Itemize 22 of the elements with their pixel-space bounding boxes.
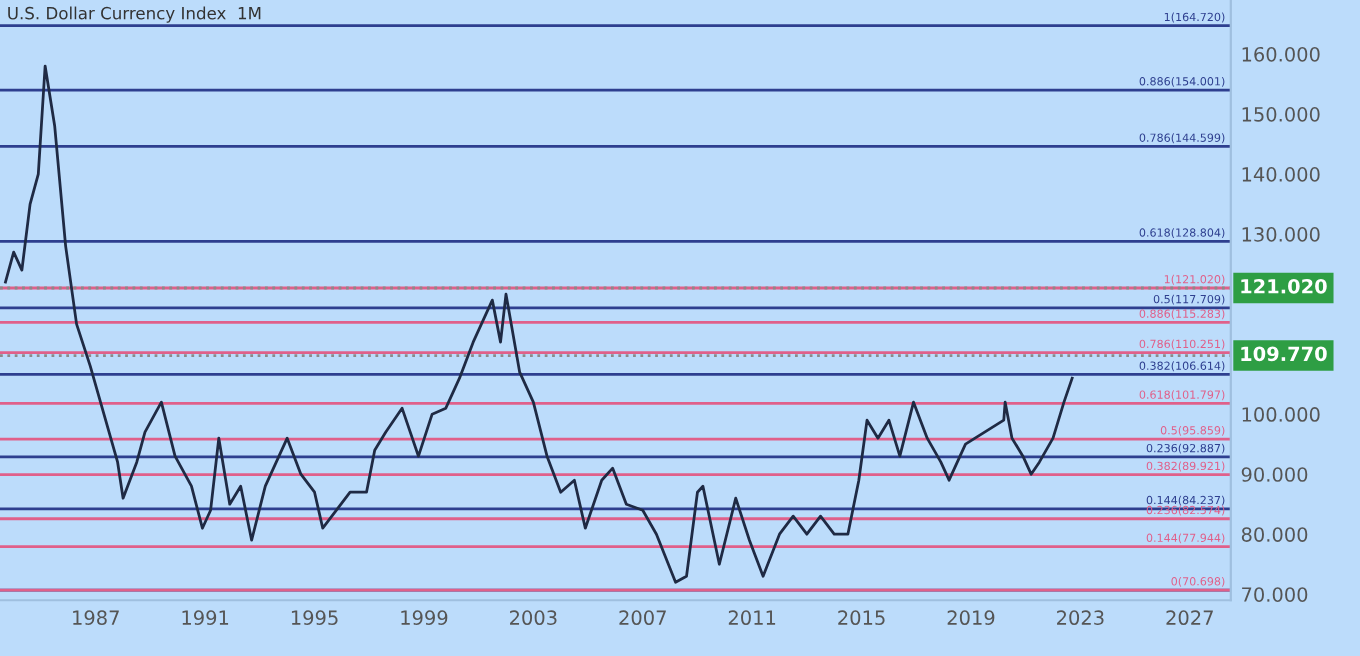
x-tick-label: 2023 bbox=[1057, 610, 1104, 626]
x-tick-label: 1987 bbox=[73, 610, 119, 626]
x-tick-label: 2003 bbox=[510, 610, 557, 626]
y-tick-label: 140.000 bbox=[1242, 167, 1320, 182]
chart-title: U.S. Dollar Currency Index 1M bbox=[8, 6, 261, 23]
y-tick-label: 150.000 bbox=[1242, 107, 1320, 122]
ref-line-label: 109.770 bbox=[1241, 346, 1327, 362]
x-tick-label: 1999 bbox=[401, 610, 448, 626]
y-tick-label: 90.000 bbox=[1241, 467, 1308, 482]
ref-line-label: 121.020 bbox=[1241, 278, 1327, 294]
x-tick-label: 2019 bbox=[947, 610, 995, 626]
x-tick-label: 2015 bbox=[838, 610, 885, 626]
y-tick-label: 80.000 bbox=[1241, 527, 1308, 542]
x-tick-label: 1995 bbox=[291, 610, 338, 626]
y-tick-label: 100.000 bbox=[1242, 407, 1320, 422]
x-tick-label: 2027 bbox=[1166, 610, 1213, 626]
x-tick-label: 1991 bbox=[182, 610, 229, 626]
y-tick-label: 160.000 bbox=[1242, 46, 1320, 62]
x-tick-label: 2007 bbox=[619, 610, 666, 626]
y-tick-label: 70.000 bbox=[1242, 587, 1308, 602]
y-tick-label: 130.000 bbox=[1242, 227, 1320, 242]
x-tick-label: 2011 bbox=[728, 610, 776, 626]
